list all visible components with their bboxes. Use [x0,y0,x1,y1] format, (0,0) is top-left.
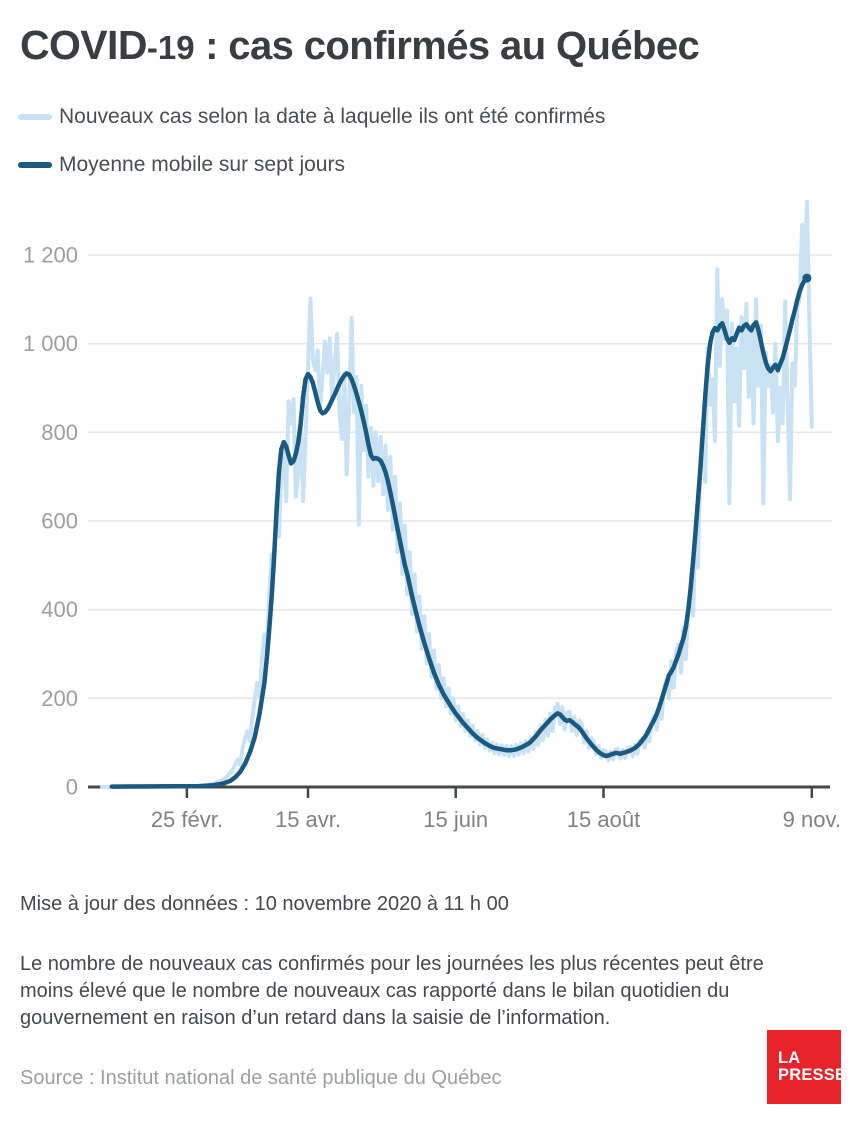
y-axis-label-200: 200 [41,686,78,711]
y-axis-label-0: 0 [66,775,78,800]
legend-item-moving-average: Moyenne mobile sur sept jours [18,150,605,180]
data-delay-note-line1: Le nombre de nouveaux cas confirmés pour… [20,953,764,975]
title-19: -19 [146,29,195,66]
x-axis-label: 15 juin [423,807,488,832]
y-axis-label-800: 800 [41,420,78,445]
x-axis-label: 15 avr. [275,807,341,832]
data-updated-note: Mise à jour des données : 10 novembre 20… [20,893,509,915]
data-delay-note: Le nombre de nouveaux cas confirmés pour… [20,951,836,1032]
daily-cases-line-swatch [18,114,52,120]
lapresse-logo-line1: LA [778,1049,801,1067]
moving-average-line [109,275,810,789]
moving-average-line-swatch [18,162,52,168]
title-covid: COVID [20,22,147,68]
daily-cases-line [100,199,814,789]
line-chart: 0 200 400 600 800 1 000 1 200 25 févr. 15 avr. 15… [23,199,841,832]
x-axis-label: 15 août [567,807,640,832]
lapresse-logo: LA PRESSE [767,1030,847,1104]
title-rest: : cas confirmés au Québec [194,24,700,68]
y-axis-label-400: 400 [41,597,78,622]
source-credit: Source : Institut national de santé publ… [20,1067,502,1089]
data-delay-note-line2: moins élevé que le nombre de nouveaux ca… [20,980,730,1002]
y-axis-label-600: 600 [41,509,78,534]
x-axis-label: 25 févr. [151,807,223,832]
y-axis-label-1200: 1 200 [23,243,78,268]
chart-legend: Nouveaux cas selon la date à laquelle il… [18,102,605,198]
x-axis-label: 9 nov. [783,807,841,832]
line-end-marker [802,273,812,283]
page-title: COVID-19 : cas confirmés au Québec [20,22,700,69]
y-axis-label-1000: 1 000 [23,331,78,356]
legend-label-daily-cases: Nouveaux cas selon la date à laquelle il… [59,105,606,128]
legend-label-moving-average: Moyenne mobile sur sept jours [59,153,345,176]
lapresse-logo-line2: PRESSE [778,1066,847,1084]
data-delay-note-line3: gouvernement en raison d’un retard dans … [20,1007,611,1029]
legend-item-daily-cases: Nouveaux cas selon la date à laquelle il… [18,102,605,132]
